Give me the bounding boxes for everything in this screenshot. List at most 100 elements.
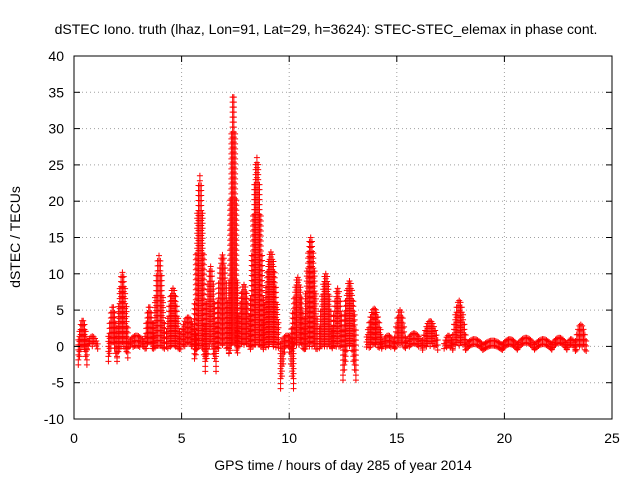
- plus-marker: [146, 304, 153, 346]
- plus-marker: [297, 284, 304, 346]
- plus-marker: [467, 337, 474, 349]
- plus-marker: [228, 130, 235, 347]
- plus-marker: [394, 315, 401, 347]
- plus-marker: [416, 335, 423, 347]
- plus-marker: [164, 315, 171, 352]
- plus-marker: [187, 315, 194, 347]
- y-tick-label: -10: [44, 411, 64, 427]
- x-tick-label: 10: [281, 430, 297, 446]
- plus-marker: [158, 272, 165, 349]
- plus-marker: [374, 313, 381, 350]
- plus-marker: [473, 336, 480, 348]
- plus-marker: [275, 319, 282, 351]
- plus-marker: [446, 332, 453, 349]
- plus-marker: [259, 252, 266, 349]
- plus-marker: [352, 327, 359, 384]
- plus-marker: [334, 285, 341, 347]
- plus-marker: [371, 305, 378, 347]
- plus-marker: [247, 296, 254, 353]
- plus-marker: [180, 321, 187, 348]
- plus-marker: [150, 320, 157, 352]
- plus-marker: [544, 337, 551, 349]
- plus-marker: [422, 327, 429, 349]
- plus-marker: [543, 337, 550, 349]
- x-tick-label: 15: [389, 430, 405, 446]
- plus-marker: [93, 337, 100, 349]
- arc-32: [514, 334, 538, 353]
- plus-marker: [350, 298, 357, 365]
- plus-marker: [233, 197, 240, 354]
- plus-marker: [463, 340, 470, 352]
- arc-21: [340, 278, 359, 384]
- plus-marker: [290, 295, 297, 347]
- plus-marker: [527, 336, 534, 348]
- plus-marker: [119, 269, 126, 346]
- plus-marker: [452, 311, 459, 348]
- plus-marker: [335, 288, 342, 350]
- plus-marker: [241, 281, 248, 348]
- plus-marker: [485, 338, 492, 350]
- plus-marker: [286, 334, 293, 356]
- y-tick-label: 20: [48, 193, 64, 209]
- plus-marker: [194, 210, 201, 352]
- plus-marker: [519, 335, 526, 347]
- plus-marker: [514, 341, 521, 353]
- plus-marker: [169, 285, 176, 347]
- plus-marker: [482, 340, 489, 352]
- plus-marker: [302, 290, 309, 352]
- plus-marker: [492, 338, 499, 350]
- arc-30: [479, 337, 506, 353]
- arc-15: [260, 249, 282, 351]
- plus-marker: [500, 340, 507, 352]
- plus-marker: [413, 330, 420, 347]
- plus-marker: [227, 197, 234, 354]
- plus-marker: [337, 298, 344, 350]
- plus-marker: [456, 297, 463, 349]
- arc-6: [150, 252, 168, 352]
- plus-marker: [198, 182, 205, 349]
- arc-1: [83, 333, 101, 352]
- plus-marker: [411, 330, 418, 347]
- plus-marker: [528, 338, 535, 350]
- plus-marker: [531, 341, 538, 353]
- plus-marker: [130, 333, 137, 350]
- plus-marker: [367, 313, 374, 350]
- plus-marker: [516, 338, 523, 350]
- plus-marker: [91, 335, 98, 347]
- plus-marker: [107, 310, 114, 352]
- plus-marker: [429, 320, 436, 347]
- plus-marker: [307, 234, 314, 346]
- plus-marker: [310, 250, 317, 347]
- y-tick-label: 35: [48, 84, 64, 100]
- plus-marker: [474, 337, 481, 349]
- plus-marker: [443, 334, 450, 351]
- plus-marker: [246, 313, 253, 350]
- plus-marker: [503, 337, 510, 349]
- plus-marker: [583, 337, 590, 354]
- y-tick-label: 0: [56, 338, 64, 354]
- plus-marker: [278, 338, 285, 380]
- plus-marker: [430, 323, 437, 350]
- plus-marker: [397, 307, 404, 349]
- y-tick-label: 5: [56, 302, 64, 318]
- plus-marker: [274, 301, 281, 348]
- plus-marker: [536, 337, 543, 349]
- plus-marker: [139, 336, 146, 348]
- plus-marker: [181, 318, 188, 350]
- plus-marker: [343, 287, 350, 354]
- plus-marker: [202, 323, 209, 375]
- plus-marker: [124, 340, 131, 352]
- plus-marker: [549, 339, 556, 351]
- plus-marker: [242, 283, 249, 345]
- arc-18: [301, 234, 321, 353]
- plus-marker: [136, 333, 143, 350]
- plus-marker: [409, 330, 416, 347]
- plus-marker: [329, 328, 336, 350]
- plus-marker: [465, 339, 472, 351]
- arc-26: [419, 317, 441, 354]
- plus-marker: [477, 339, 484, 351]
- plus-marker: [77, 321, 84, 353]
- plus-marker: [128, 335, 135, 347]
- plus-marker: [508, 336, 515, 348]
- plus-marker: [235, 313, 242, 350]
